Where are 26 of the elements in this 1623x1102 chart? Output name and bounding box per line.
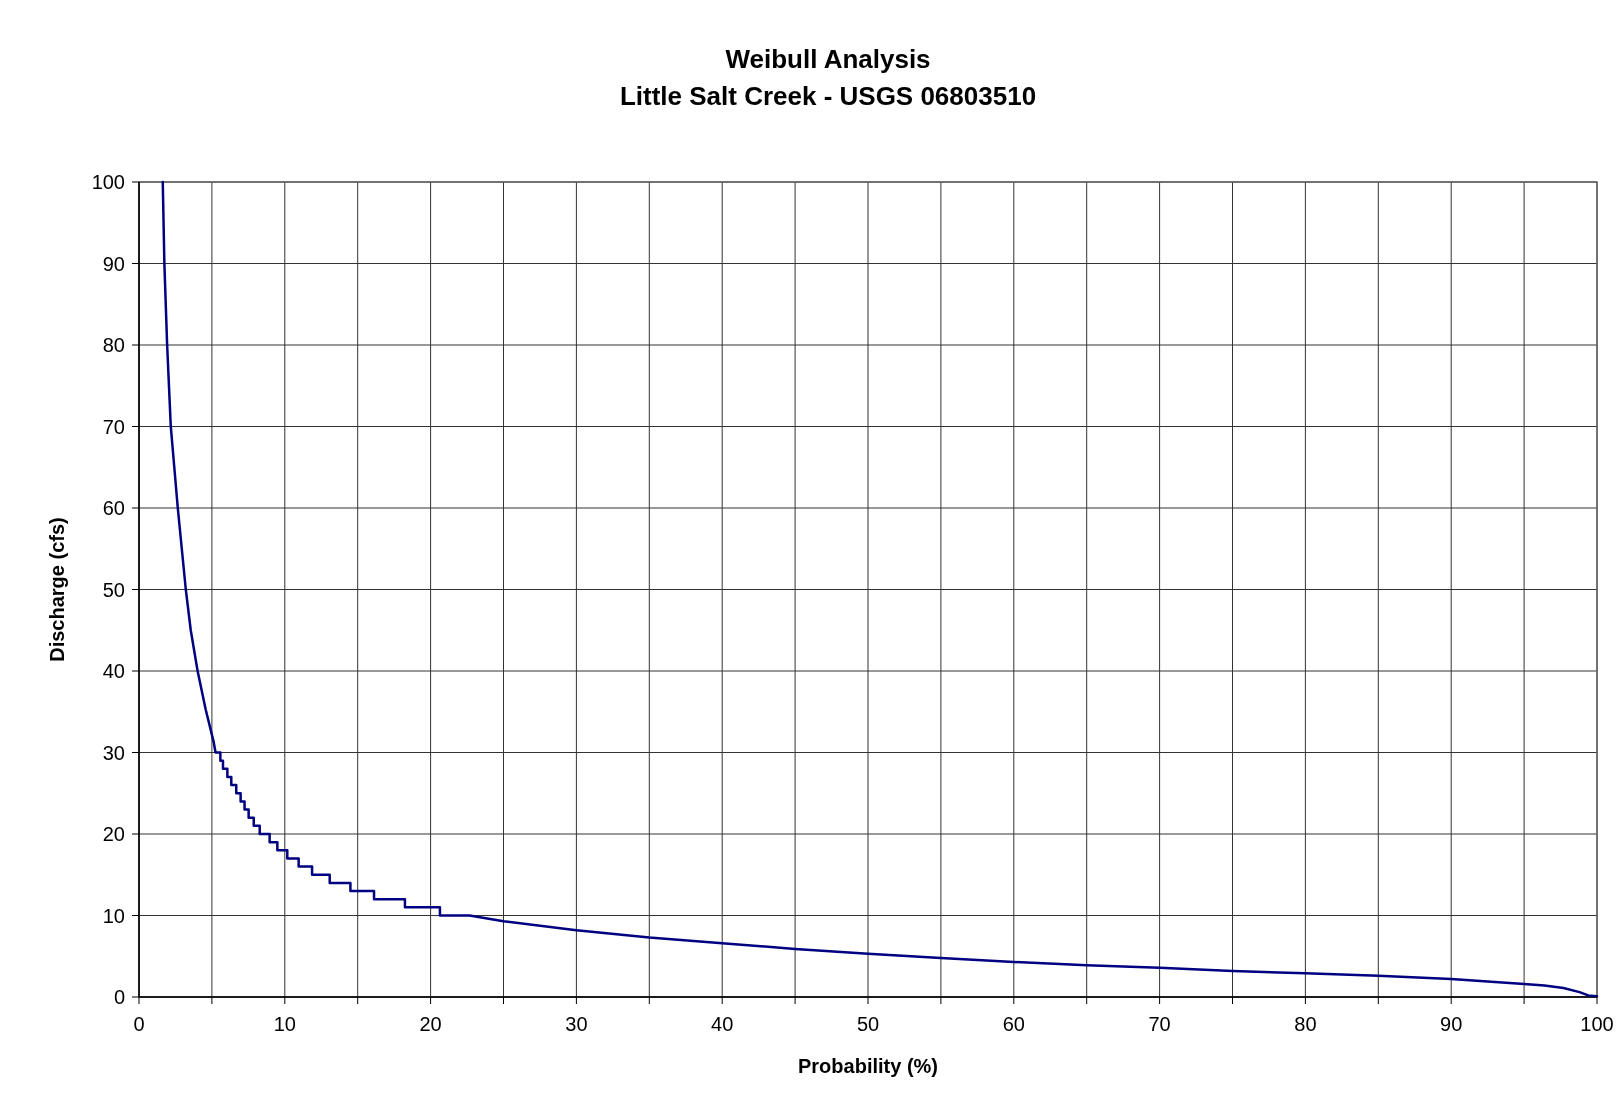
chart-subtitle: Little Salt Creek - USGS 06803510 xyxy=(619,81,1037,111)
x-axis-title: Probability (%) xyxy=(797,1055,939,1077)
y-axis-title: Discharge (cfs) xyxy=(46,517,68,662)
y-tick-label: 50 xyxy=(102,578,125,601)
y-tick-label: 10 xyxy=(102,904,125,927)
y-tick-label: 70 xyxy=(102,415,125,438)
y-tick-label: 100 xyxy=(91,171,125,193)
x-tick-label: 50 xyxy=(856,1013,880,1035)
y-tick-label: 40 xyxy=(102,660,125,682)
x-tick-label: 70 xyxy=(1148,1013,1171,1035)
x-tick-label: 60 xyxy=(1002,1013,1025,1035)
x-tick-label: 0 xyxy=(133,1013,145,1035)
y-tick-label: 0 xyxy=(113,986,125,1008)
y-tick-label: 80 xyxy=(102,334,125,356)
y-tick-label: 30 xyxy=(102,741,125,764)
x-tick-label: 30 xyxy=(565,1013,588,1035)
y-tick-label: 20 xyxy=(102,823,125,845)
chart-title: Weibull Analysis xyxy=(725,44,931,74)
x-tick-label: 80 xyxy=(1294,1013,1317,1035)
y-tick-label: 60 xyxy=(102,497,125,519)
x-tick-label: 20 xyxy=(419,1013,442,1035)
x-tick-label: 100 xyxy=(1580,1013,1614,1035)
x-tick-label: 40 xyxy=(711,1013,734,1035)
y-tick-label: 90 xyxy=(102,252,125,275)
x-tick-label: 10 xyxy=(273,1013,296,1035)
x-tick-label: 90 xyxy=(1440,1013,1463,1035)
